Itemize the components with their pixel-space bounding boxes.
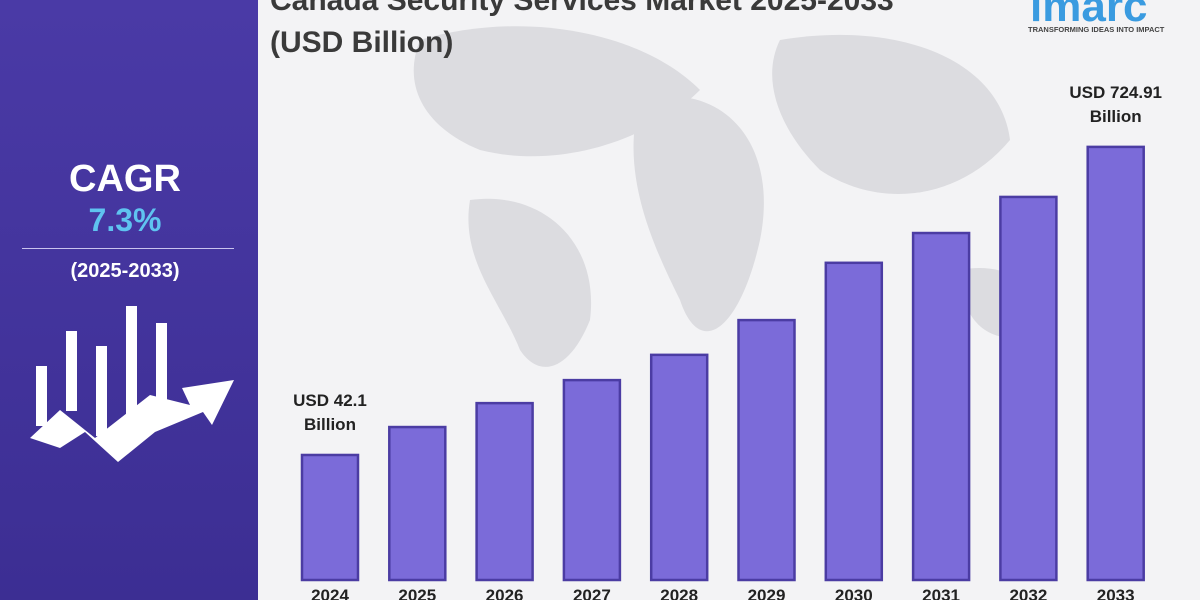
- bar: [999, 195, 1058, 582]
- divider: [22, 248, 234, 249]
- cagr-period: (2025-2033): [70, 260, 180, 282]
- bar: [824, 261, 884, 582]
- cagr-panel: CAGR 7.3% (2025-2033): [0, 0, 258, 600]
- bar: [911, 231, 971, 582]
- x-tick-label: 2024: [311, 586, 349, 600]
- x-tick-label: 2031: [922, 586, 960, 600]
- bar: [649, 353, 709, 582]
- chart-title: Canada Security Services Market 2025-203…: [270, 0, 894, 59]
- bar: [300, 453, 360, 582]
- bar: [475, 401, 534, 582]
- cagr-value: 7.3%: [88, 202, 162, 238]
- x-tick-label: 2030: [834, 586, 873, 600]
- bar: [1086, 145, 1145, 582]
- logo: imarc: [1030, 0, 1148, 31]
- x-tick-label: 2025: [398, 586, 437, 600]
- bar: [388, 425, 447, 582]
- x-tick-label: 2028: [660, 586, 699, 600]
- value-label: USD 42.1 Billion: [293, 390, 367, 434]
- bar: [737, 318, 796, 582]
- x-tick-label: 2026: [485, 586, 524, 600]
- logo-tagline: TRANSFORMING IDEAS INTO IMPACT: [1028, 25, 1165, 34]
- x-tick-label: 2033: [1096, 586, 1135, 600]
- x-tick-label: 2032: [1009, 586, 1048, 600]
- world-map: [413, 26, 1042, 367]
- cagr-label: CAGR: [69, 158, 181, 200]
- value-label: USD 724.91 Billion: [1069, 82, 1162, 126]
- x-tick-label: 2029: [747, 586, 786, 600]
- bar: [562, 378, 622, 582]
- x-tick-label: 2027: [572, 586, 611, 600]
- growth-icon: [30, 306, 234, 462]
